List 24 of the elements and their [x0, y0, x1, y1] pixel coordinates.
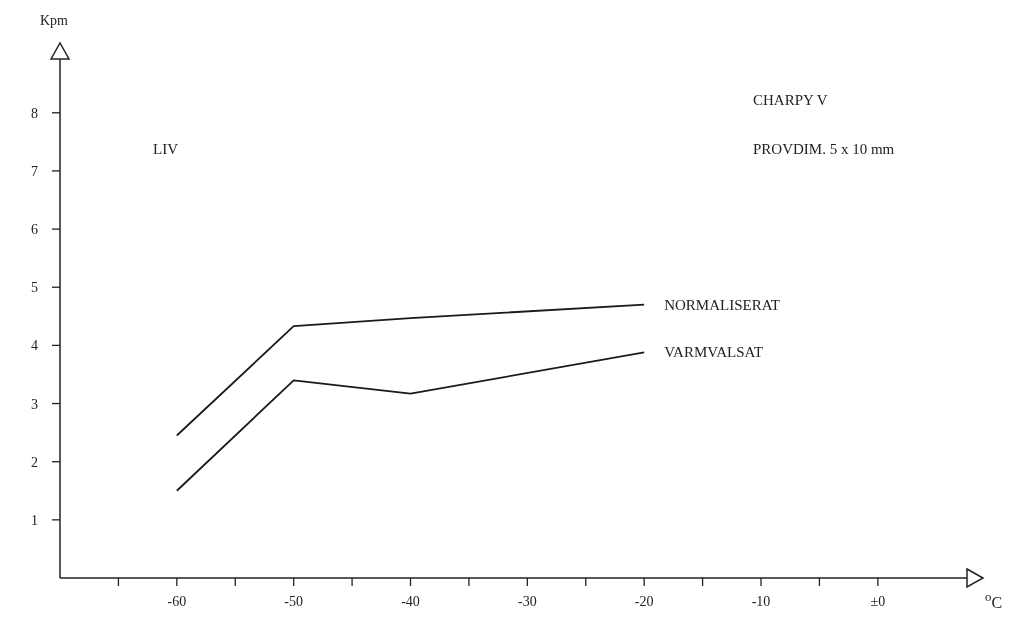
y-tick-label: 4 [31, 338, 38, 354]
series-label: NORMALISERAT [664, 296, 781, 313]
series-label: VARMVALSAT [664, 344, 763, 361]
annotation: CHARPY V [753, 92, 828, 108]
y-tick-label: 2 [31, 454, 38, 470]
x-tick-label: -10 [751, 594, 771, 609]
x-tick-label: -60 [167, 594, 187, 609]
x-axis-title: $^{o}$C [985, 590, 1003, 611]
y-tick-label: 6 [31, 222, 38, 238]
y-tick-label: 3 [31, 396, 38, 412]
line-series [175, 303, 646, 437]
y-axis-title: Kpm [40, 13, 69, 28]
annotation: LIV [153, 141, 179, 157]
x-tick-label: -40 [401, 594, 420, 609]
x-tick-label: -30 [518, 594, 537, 609]
y-tick-label: 8 [31, 105, 38, 121]
line-series [175, 351, 646, 492]
annotation: PROVDIM. 5 x 10 mm [753, 141, 895, 157]
x-tick-label: -50 [284, 594, 304, 609]
y-tick-label: 5 [31, 280, 38, 296]
y-tick-label: 7 [31, 163, 38, 179]
x-tick-label: ±0 [870, 594, 886, 609]
y-tick-label: 1 [31, 512, 38, 528]
x-tick-label: -20 [634, 594, 654, 609]
